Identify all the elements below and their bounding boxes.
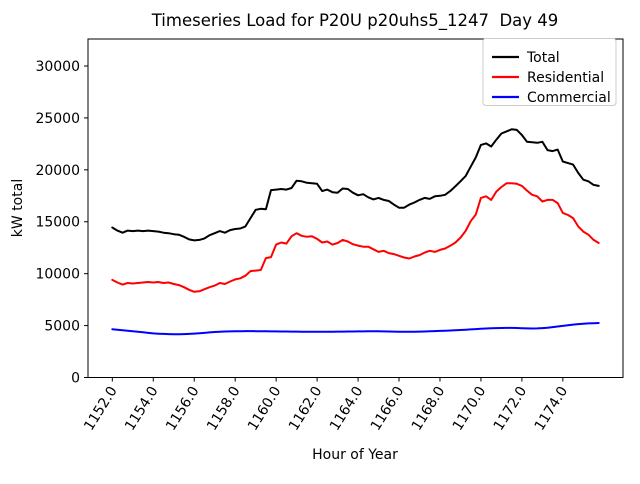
y-axis-label: kW total	[10, 179, 26, 237]
chart-title: Timeseries Load for P20U p20uhs5_1247 Da…	[151, 11, 559, 31]
series-line-commercial	[111, 322, 600, 336]
plot-border	[87, 38, 624, 378]
legend-label-total: Total	[526, 50, 560, 66]
x-tick-label: 1170.0	[450, 384, 490, 434]
series-lines	[111, 128, 600, 336]
x-tick-label: 1160.0	[245, 384, 285, 434]
y-tick-label: 25000	[35, 111, 80, 127]
x-tick-label: 1154.0	[122, 384, 162, 434]
x-tick-label: 1168.0	[409, 384, 449, 434]
x-tick-label: 1166.0	[368, 384, 408, 434]
legend-label-residential: Residential	[527, 70, 604, 86]
y-tick-label: 10000	[35, 267, 80, 283]
legend-label-commercial: Commercial	[527, 90, 611, 106]
x-axis-label: Hour of Year	[312, 447, 398, 463]
y-tick-label: 15000	[35, 215, 80, 231]
legend-box	[482, 38, 617, 106]
x-tick-label: 1158.0	[204, 384, 244, 434]
x-tick-label: 1156.0	[163, 384, 203, 434]
x-tick-label: 1162.0	[286, 384, 326, 434]
x-tick-label: 1152.0	[81, 384, 121, 434]
y-tick-label: 0	[71, 371, 80, 387]
x-tick-label: 1172.0	[491, 384, 531, 434]
legend: Total Residential Commercial	[482, 38, 617, 106]
x-tick-label: 1174.0	[532, 384, 572, 434]
y-tick-label: 5000	[44, 319, 80, 335]
series-line-total	[111, 128, 600, 242]
series-line-residential	[111, 182, 600, 293]
y-tick-label: 20000	[35, 163, 80, 179]
y-tick-label: 30000	[35, 59, 80, 75]
x-tick-label: 1164.0	[327, 384, 367, 434]
